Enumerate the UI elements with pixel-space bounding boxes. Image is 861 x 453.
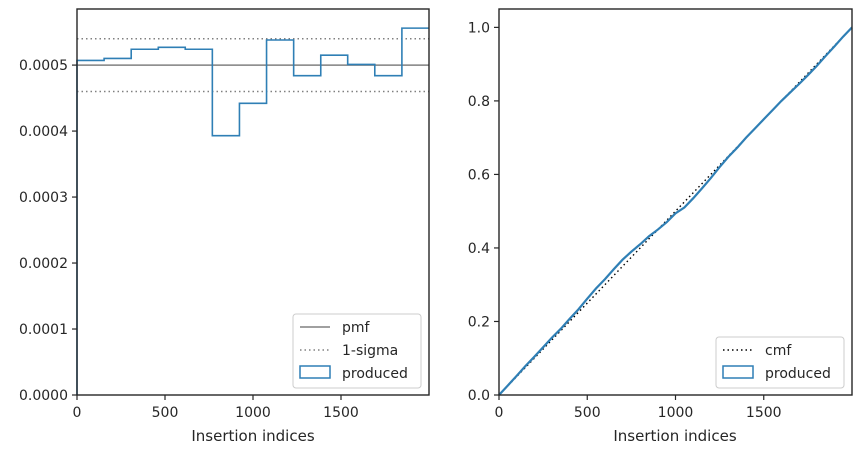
produced-histogram-step	[76, 27, 429, 395]
left-legend: pmf 1-sigma produced	[292, 313, 422, 389]
x-tick-label: 0	[73, 405, 82, 421]
left-legend-box	[292, 313, 422, 389]
left-ticks: 0 500 1000 1500 0.0000 0.0001 0.0002 0.0003 0.00…	[19, 58, 359, 421]
right-x-axis-title: Insertion indices	[613, 427, 736, 445]
legend-produced-label: produced	[765, 366, 831, 382]
legend-cmf-label: cmf	[765, 343, 792, 359]
x-tick-label: 1500	[746, 405, 782, 421]
legend-1-sigma-label: 1-sigma	[342, 343, 398, 359]
left-pmf-panel: 0 500 1000 1500 0.0000 0.0001 0.0002 0.0003 0.00…	[19, 8, 430, 445]
y-tick-label: 0.0005	[19, 58, 68, 74]
x-tick-label: 1000	[235, 405, 271, 421]
legend-produced-swatch	[722, 365, 754, 379]
left-x-axis-title: Insertion indices	[191, 427, 314, 445]
y-tick-label: 0.0004	[19, 124, 68, 140]
y-tick-label: 0.0	[468, 388, 490, 404]
y-tick-label: 0.0000	[19, 388, 68, 404]
right-plot-data	[498, 26, 853, 396]
right-cmf-panel: 0 500 1000 1500 0.0 0.2 0.4 0.6 0.8 1.0 Insertion…	[468, 8, 853, 445]
x-tick-label: 1500	[323, 405, 359, 421]
right-ticks: 0 500 1000 1500 0.0 0.2 0.4 0.6 0.8 1.0	[468, 20, 782, 421]
x-tick-label: 500	[152, 405, 179, 421]
x-tick-label: 1000	[658, 405, 694, 421]
x-tick-label: 0	[495, 405, 504, 421]
y-tick-label: 0.0003	[19, 190, 68, 206]
right-legend: cmf produced	[715, 336, 845, 389]
legend-produced-swatch	[299, 365, 331, 379]
y-tick-label: 0.4	[468, 241, 490, 257]
y-tick-label: 0.2	[468, 314, 490, 330]
y-tick-label: 1.0	[468, 20, 490, 36]
right-legend-box	[715, 336, 845, 389]
left-plot-data	[76, 27, 429, 395]
y-tick-label: 0.0001	[19, 322, 68, 338]
y-tick-label: 0.8	[468, 94, 490, 110]
legend-pmf-label: pmf	[342, 320, 371, 336]
produced-line	[498, 26, 853, 396]
legend-produced-label: produced	[342, 366, 408, 382]
x-tick-label: 500	[574, 405, 601, 421]
y-tick-label: 0.0002	[19, 256, 68, 272]
y-tick-label: 0.6	[468, 167, 490, 183]
